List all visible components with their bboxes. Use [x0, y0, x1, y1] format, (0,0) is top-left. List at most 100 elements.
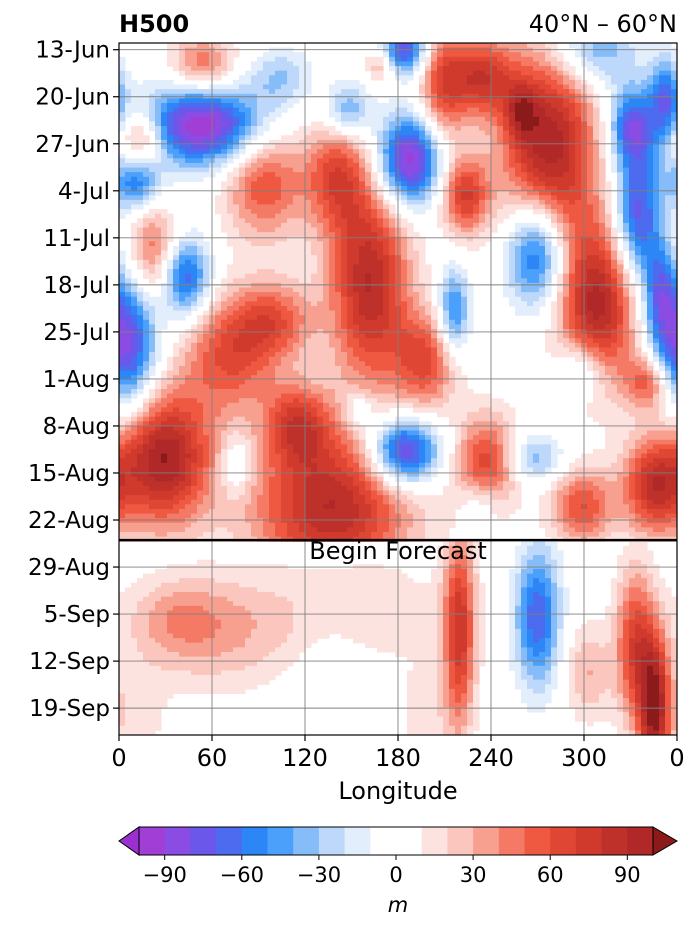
- field-cell: [299, 273, 306, 279]
- field-cell: [575, 305, 582, 312]
- field-cell: [437, 292, 444, 298]
- field-cell: [119, 176, 126, 182]
- field-cell: [323, 158, 330, 164]
- field-cell: [233, 176, 240, 182]
- field-cell: [389, 269, 396, 275]
- field-cell: [161, 296, 168, 302]
- field-cell: [263, 236, 270, 242]
- field-cell: [401, 227, 408, 233]
- field-cell: [485, 130, 492, 136]
- field-cell: [629, 167, 636, 173]
- field-cell: [425, 107, 432, 113]
- field-cell: [251, 204, 258, 210]
- field-cell: [299, 209, 306, 215]
- field-cell: [155, 102, 162, 109]
- field-cell: [443, 310, 450, 316]
- field-cell: [401, 107, 408, 113]
- field-cell: [665, 149, 672, 155]
- field-cell: [305, 181, 312, 187]
- field-cell: [365, 222, 372, 229]
- field-cell: [455, 84, 462, 90]
- field-cell: [617, 296, 624, 302]
- field-cell: [491, 130, 498, 136]
- field-cell: [377, 333, 384, 339]
- field-cell: [623, 102, 630, 109]
- field-cell: [143, 255, 150, 261]
- field-cell: [329, 296, 336, 302]
- field-cell: [605, 181, 612, 187]
- field-cell: [311, 259, 318, 266]
- field-cell: [539, 61, 546, 67]
- field-cell: [245, 121, 252, 127]
- field-cell: [215, 296, 222, 302]
- field-cell: [383, 43, 390, 49]
- field-cell: [317, 218, 324, 224]
- field-cell: [659, 338, 666, 344]
- field-cell: [485, 227, 492, 233]
- field-cell: [401, 273, 408, 279]
- field-cell: [521, 167, 528, 173]
- field-cell: [665, 190, 672, 196]
- field-cell: [467, 61, 474, 67]
- field-cell: [143, 107, 150, 113]
- field-cell: [257, 172, 264, 178]
- field-cell: [629, 222, 636, 229]
- field-cell: [137, 301, 144, 307]
- field-cell: [299, 162, 306, 169]
- field-cell: [641, 250, 648, 256]
- field-cell: [293, 84, 300, 90]
- field-cell: [389, 61, 396, 67]
- field-cell: [653, 227, 660, 233]
- field-cell: [521, 186, 528, 192]
- field-cell: [239, 292, 246, 298]
- field-cell: [299, 126, 306, 132]
- field-cell: [335, 213, 342, 219]
- field-cell: [353, 232, 360, 238]
- field-cell: [287, 47, 294, 53]
- field-cell: [377, 126, 384, 132]
- field-cell: [281, 102, 288, 109]
- field-cell: [617, 84, 624, 90]
- field-cell: [545, 236, 552, 242]
- field-cell: [389, 287, 396, 293]
- field-cell: [197, 89, 204, 95]
- field-cell: [533, 204, 540, 210]
- field-cell: [659, 75, 666, 81]
- field-cell: [233, 167, 240, 173]
- field-cell: [521, 199, 528, 206]
- field-cell: [137, 107, 144, 113]
- field-cell: [455, 273, 462, 279]
- field-cell: [233, 84, 240, 90]
- field-cell: [329, 209, 336, 215]
- field-cell: [245, 98, 252, 104]
- field-cell: [569, 278, 576, 284]
- field-cell: [623, 269, 630, 275]
- field-cell: [557, 172, 564, 178]
- field-cell: [221, 153, 228, 159]
- field-cell: [221, 52, 228, 58]
- field-cell: [257, 209, 264, 215]
- field-cell: [461, 130, 468, 136]
- field-cell: [221, 315, 228, 321]
- field-cell: [545, 259, 552, 266]
- field-cell: [635, 172, 642, 178]
- field-cell: [503, 282, 510, 289]
- field-cell: [623, 319, 630, 326]
- field-cell: [551, 79, 558, 86]
- field-cell: [671, 47, 677, 53]
- field-cell: [185, 126, 192, 132]
- field-cell: [659, 273, 666, 279]
- field-cell: [545, 89, 552, 95]
- field-cell: [521, 264, 528, 270]
- field-cell: [527, 158, 534, 164]
- field-cell: [149, 301, 156, 307]
- field-cell: [605, 84, 612, 90]
- field-cell: [125, 107, 132, 113]
- field-cell: [245, 319, 252, 326]
- field-cell: [239, 241, 246, 247]
- field-cell: [545, 241, 552, 247]
- field-cell: [269, 319, 276, 326]
- field-cell: [365, 296, 372, 302]
- field-cell: [125, 195, 132, 201]
- field-cell: [455, 227, 462, 233]
